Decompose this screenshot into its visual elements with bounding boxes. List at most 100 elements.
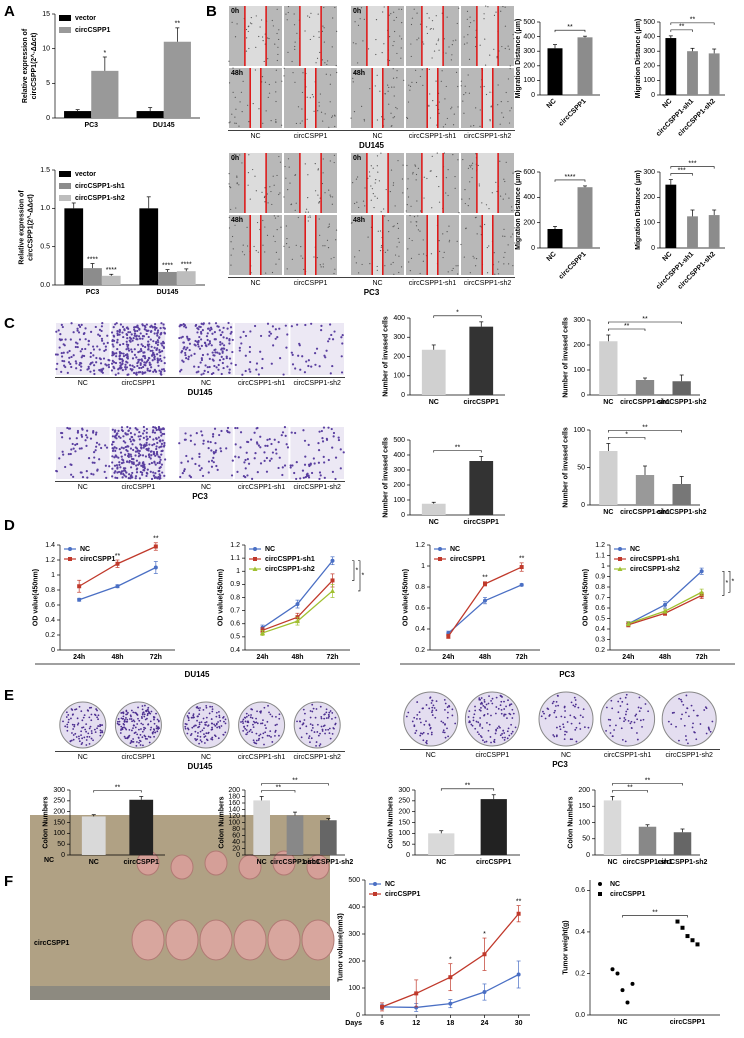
x-tick-label: 48h (111, 654, 123, 661)
cell-dot (235, 207, 237, 209)
significance: ** (679, 24, 685, 31)
point (448, 975, 453, 980)
cell-dot (89, 351, 92, 355)
colony-dot (259, 733, 262, 736)
cell-dot (268, 459, 272, 462)
image-label: circCSPP1-sh2 (293, 380, 341, 387)
cell-dot (211, 358, 214, 361)
cell-dot (270, 442, 273, 446)
cell-dot (504, 180, 506, 183)
colony-dot (472, 716, 475, 719)
colony-dot (510, 732, 513, 735)
colony-dot (143, 726, 145, 729)
colony-dot (552, 700, 555, 703)
colony-dot (70, 739, 73, 742)
colony-dot (423, 723, 426, 726)
y-tick-label: 5 (46, 80, 50, 87)
cell-dot (153, 356, 156, 359)
colony-dot (153, 716, 155, 719)
cell-dot (112, 326, 115, 329)
cell-dot (154, 463, 157, 466)
cell-dot (246, 37, 248, 39)
legend-label: circCSPP1-sh1 (75, 183, 125, 190)
colony-dot (152, 728, 155, 731)
cell-dot (267, 37, 269, 39)
cell-dot (417, 215, 419, 217)
colony-dot (80, 730, 83, 733)
cell-dot (125, 471, 128, 474)
image-panel: NC circCSPP1 NC circCSPP1-sh1 circCSPP1-sh2D… (55, 701, 345, 771)
cell-dot (475, 258, 478, 260)
cell-dot (76, 429, 80, 433)
bar (469, 461, 494, 515)
significance: **** (87, 256, 98, 263)
colony-dot (310, 729, 313, 732)
cell-dot (92, 369, 96, 372)
cell-dot (112, 365, 115, 368)
colony-dot (132, 719, 135, 722)
cell-dot (410, 221, 412, 223)
significance: ** (624, 323, 630, 330)
colony-dot (190, 716, 193, 719)
cell-dot (448, 225, 450, 227)
colony-dot (546, 707, 549, 710)
cell-dot (423, 176, 425, 178)
colony-dot (311, 727, 314, 729)
colony-dot (422, 739, 425, 742)
cell-dot (479, 44, 481, 46)
cell-dot (144, 326, 147, 329)
cell-dot (66, 426, 69, 430)
colony-dot (479, 709, 482, 712)
cell-dot (509, 68, 511, 70)
image-label: NC (201, 484, 211, 491)
cell-dot (119, 352, 122, 355)
cell-dot (310, 322, 313, 325)
point (252, 566, 258, 571)
cell-dot (234, 116, 236, 118)
cell-dot (455, 265, 457, 267)
colony-dot (78, 737, 80, 740)
cell-dot (180, 461, 183, 464)
cell-dot (255, 368, 258, 371)
colony-dot (215, 711, 218, 714)
cell-dot (307, 476, 311, 479)
y-tick-label: 0.6 (595, 605, 605, 612)
cell-dot (150, 450, 153, 453)
cell-dot (191, 457, 194, 460)
well (464, 691, 520, 747)
cell-dot (319, 474, 322, 477)
cell-dot (318, 200, 321, 203)
y-tick-label: 100 (573, 427, 585, 434)
cell-dot (291, 353, 294, 357)
cell-dot (116, 467, 119, 470)
cell-dot (510, 107, 513, 109)
y-tick-label: 0.4 (45, 617, 55, 624)
colony-dot (258, 737, 261, 740)
cell-dot (277, 215, 279, 217)
colony-dot (198, 723, 201, 726)
cell-dot (197, 340, 200, 343)
cell-dot (255, 362, 259, 365)
cell-dot (486, 272, 489, 274)
colony-dot (119, 732, 122, 734)
colony-dot (74, 732, 77, 735)
cell-dot (274, 328, 277, 331)
colony-dot (242, 722, 245, 724)
colony-dot (123, 726, 126, 729)
image-label: circCSPP1 (121, 484, 155, 491)
cell-dot (334, 114, 336, 116)
point (153, 565, 158, 570)
y-axis-label: Number of invased cells (382, 316, 389, 397)
colony-dot (186, 715, 189, 717)
cell-dot (451, 54, 453, 56)
cell-dot (259, 435, 262, 438)
colony-dot (198, 709, 201, 712)
colony-dot (442, 721, 445, 724)
colony-dot (90, 713, 93, 716)
cell-dot (334, 268, 336, 270)
cell-dot (151, 349, 154, 352)
y-axis-label: OD value(450nm) (582, 569, 589, 626)
y-tick-label: 60 (232, 832, 240, 839)
x-tick-label: NC (429, 399, 439, 406)
